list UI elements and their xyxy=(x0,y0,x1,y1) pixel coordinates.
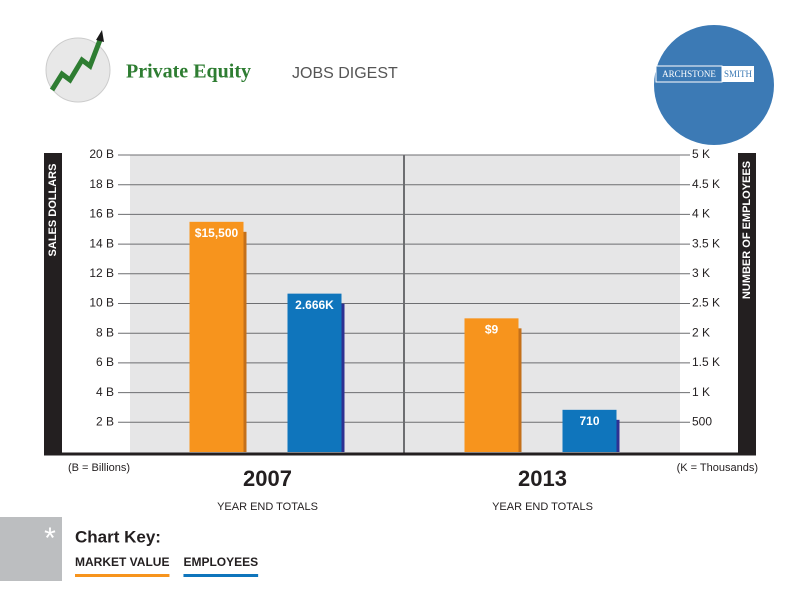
y2-axis-band xyxy=(738,153,756,455)
y-tick-label: 6 B xyxy=(96,355,114,369)
bar xyxy=(562,409,617,452)
bar-shadow xyxy=(241,231,247,452)
bar xyxy=(189,221,244,452)
y-tick-label: 20 B xyxy=(89,147,114,161)
y-tick-label: 10 B xyxy=(89,296,114,310)
y-tick-label: 14 B xyxy=(89,236,114,250)
y-tick-label: 4 B xyxy=(96,385,114,399)
data-label: 710 xyxy=(579,414,599,428)
y2-tick-label: 1 K xyxy=(692,385,710,399)
bar-shadow xyxy=(339,303,345,452)
y2-tick-label: 4.5 K xyxy=(692,177,720,191)
bar-shadow xyxy=(614,419,620,452)
y2-tick-label: 500 xyxy=(692,414,712,428)
x-tick-sublabel: YEAR END TOTALS xyxy=(492,501,593,513)
header-subtitle: JOBS DIGEST xyxy=(292,65,398,82)
y2-tick-label: 3 K xyxy=(692,266,710,280)
y-axis-note: (B = Billions) xyxy=(68,462,130,474)
y-axis-label: SALES DOLLARS xyxy=(47,164,59,257)
legend-swatch xyxy=(75,574,170,577)
x-tick-label: 2013 xyxy=(518,466,567,491)
y-tick-label: 2 B xyxy=(96,414,114,428)
bar xyxy=(464,318,519,452)
y-tick-label: 8 B xyxy=(96,325,114,339)
logo-text: ARCHSTONE xyxy=(662,69,716,79)
y2-tick-label: 2.5 K xyxy=(692,296,720,310)
header-title: Private Equity xyxy=(126,61,251,83)
header-icon xyxy=(45,30,111,103)
bar xyxy=(287,293,342,452)
legend-label: EMPLOYEES xyxy=(183,555,258,569)
y2-tick-label: 4 K xyxy=(692,207,710,221)
bar-shadow xyxy=(516,328,522,452)
y-axis-band xyxy=(44,153,62,455)
logo-text: SMITH xyxy=(724,69,753,79)
y2-axis-note: (K = Thousands) xyxy=(677,462,758,474)
y2-tick-label: 1.5 K xyxy=(692,355,720,369)
data-label: 2.666K xyxy=(295,298,334,312)
y2-tick-label: 2 K xyxy=(692,325,710,339)
y2-tick-label: 3.5 K xyxy=(692,236,720,250)
y-tick-label: 12 B xyxy=(89,266,114,280)
legend-title: Chart Key: xyxy=(75,527,161,546)
y2-axis-label: NUMBER OF EMPLOYEES xyxy=(741,161,753,299)
legend-box xyxy=(0,517,62,581)
data-label: $9 xyxy=(485,323,499,337)
y2-tick-label: 5 K xyxy=(692,147,710,161)
x-tick-label: 2007 xyxy=(243,466,292,491)
legend-swatch xyxy=(183,574,259,577)
y-tick-label: 18 B xyxy=(89,177,114,191)
logo-circle xyxy=(654,25,774,145)
data-label: $15,500 xyxy=(195,226,239,240)
x-tick-sublabel: YEAR END TOTALS xyxy=(217,501,318,513)
logo-box xyxy=(722,66,754,82)
legend-symbol: * xyxy=(44,522,56,555)
y-tick-label: 16 B xyxy=(89,207,114,221)
legend-label: MARKET VALUE xyxy=(75,555,169,569)
